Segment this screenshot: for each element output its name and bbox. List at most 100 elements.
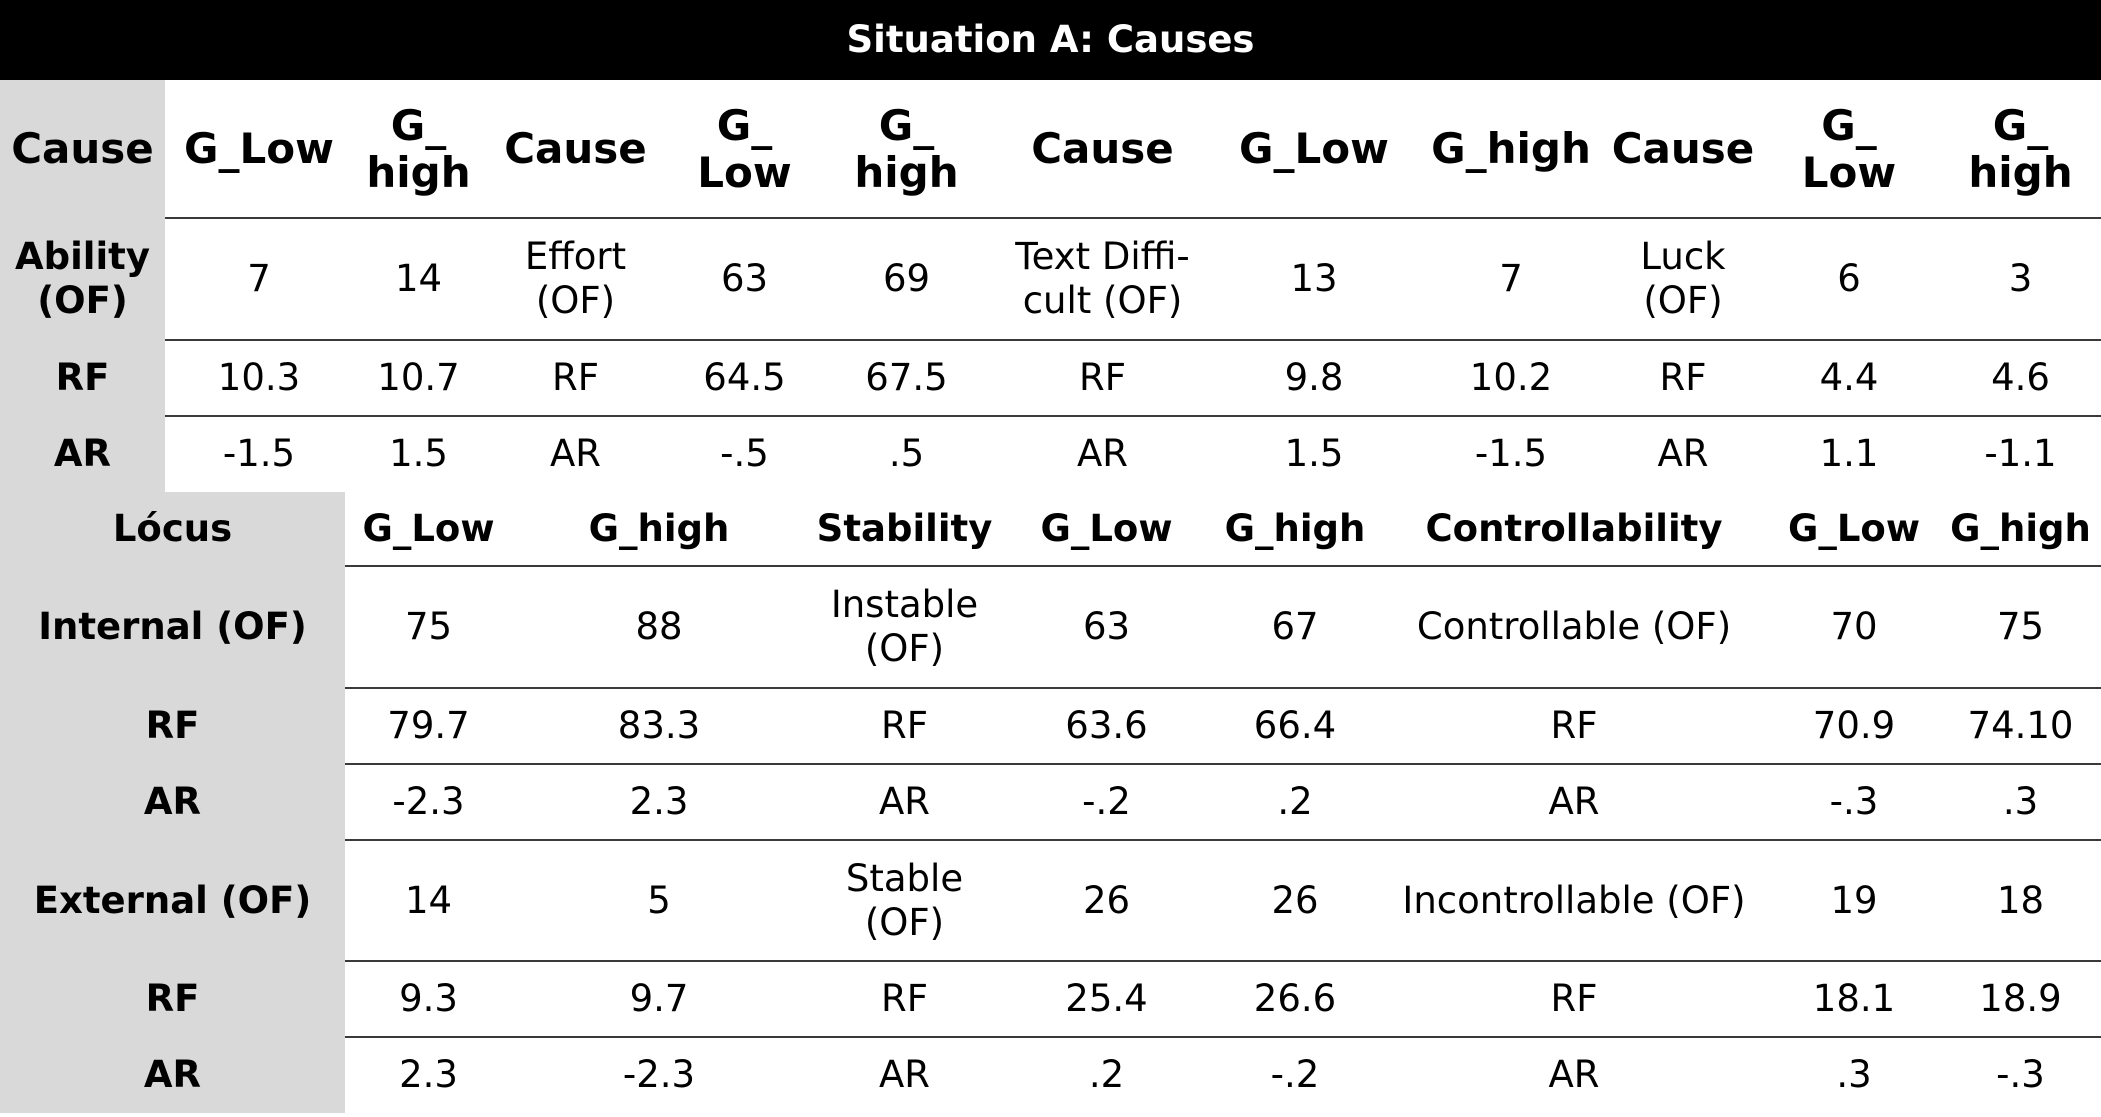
table-cell: 14 <box>404 878 453 922</box>
table-cell: 18.1 <box>1812 977 1896 1021</box>
table-cell: 70 <box>1830 605 1878 649</box>
table-cell: 4.6 <box>1991 356 2050 400</box>
table-cell: 26 <box>1271 878 1319 922</box>
row-divider <box>345 565 2101 567</box>
header-cell: G_high <box>1224 507 1366 551</box>
table-cell: Luck (OF) <box>1640 235 1726 322</box>
header-cell: G_Low <box>1787 507 1921 551</box>
table-cell: 26.6 <box>1253 977 1337 1021</box>
table-cell: 63.6 <box>1065 704 1148 748</box>
table-cell: 14 <box>394 257 443 301</box>
table-cell: 25.4 <box>1065 977 1148 1021</box>
table-cell: -1.5 <box>222 432 296 476</box>
table-cell: -1.5 <box>1474 432 1548 476</box>
table-cell: AR <box>1548 1053 1600 1097</box>
table-cell: Effort (OF) <box>524 235 627 322</box>
row-label: AR <box>0 764 345 840</box>
table-title: Situation A: Causes <box>846 18 1255 61</box>
header-cell: G_Low <box>1239 124 1389 174</box>
table-cell: -.5 <box>720 432 769 476</box>
row-divider <box>345 1036 2101 1038</box>
table-cell: 69 <box>882 257 931 301</box>
table-cell: 1.5 <box>389 432 448 476</box>
table-cell: Instable (OF) <box>830 583 979 670</box>
header-cell: G_high <box>1950 507 2091 551</box>
table-cell: 66.4 <box>1253 704 1337 748</box>
row-divider <box>165 217 2101 219</box>
table-title-banner: Situation A: Causes <box>0 0 2101 80</box>
table-cell: RF <box>1550 704 1598 748</box>
table-cell: 26 <box>1082 878 1131 922</box>
row-divider <box>165 339 2101 341</box>
table-cell: .2 <box>1088 1053 1125 1097</box>
header-cell: Cause <box>1611 124 1755 174</box>
table-cell: RF <box>552 356 599 400</box>
row-label: RF <box>0 340 165 416</box>
table-cell: 7 <box>247 257 271 301</box>
table-cell: 13 <box>1290 257 1338 301</box>
table-cell: 9.3 <box>399 977 458 1021</box>
table-cell: RF <box>881 704 928 748</box>
table-cell: .3 <box>2002 780 2039 824</box>
table-cell: RF <box>1550 977 1598 1021</box>
row-label: AR <box>0 1037 345 1113</box>
table-cell: 10.7 <box>377 356 460 400</box>
header-cell: G_high <box>854 100 959 197</box>
table-cell: 67 <box>1271 605 1319 649</box>
table-cell: 63 <box>1082 605 1131 649</box>
table-cell: 6 <box>1837 257 1861 301</box>
table-cell: 64.5 <box>703 356 786 400</box>
header-cell: G_high <box>1968 100 2073 197</box>
table-cell: AR <box>549 432 602 476</box>
table-cell: 4.4 <box>1819 356 1879 400</box>
table-cell: AR <box>878 780 931 824</box>
table-cell: 1.5 <box>1284 432 1344 476</box>
table-cell: 9.8 <box>1284 356 1344 400</box>
row-label: RF <box>0 961 345 1037</box>
table-cell: 9.7 <box>629 977 689 1021</box>
row-label: Ability (OF) <box>0 218 165 340</box>
table-cell: 83.3 <box>617 704 701 748</box>
table-cell: .5 <box>888 432 925 476</box>
table-cell: RF <box>1659 356 1707 400</box>
row-divider <box>345 960 2101 962</box>
table-cell: -.3 <box>1996 1053 2045 1097</box>
table-cell: -.2 <box>1082 780 1131 824</box>
header-cell: G_Low <box>697 100 792 197</box>
table-cell: RF <box>881 977 928 1021</box>
table-cell: Text Diffi-cult (OF) <box>1015 235 1190 322</box>
table-cell: -2.3 <box>622 1053 696 1097</box>
row-divider <box>345 687 2101 689</box>
header-cell: Cause <box>504 124 647 174</box>
row-divider <box>345 839 2101 841</box>
table-cell: 2.3 <box>399 1053 458 1097</box>
table-cell: 5 <box>647 878 671 922</box>
table-cell: .3 <box>1836 1053 1872 1097</box>
table-cell: 63 <box>720 257 769 301</box>
row-label: AR <box>0 416 165 492</box>
table-cell: 18.9 <box>1979 977 2062 1021</box>
table-cell: 10.3 <box>217 356 301 400</box>
table-cell: .2 <box>1277 780 1313 824</box>
table-cell: RF <box>1079 356 1126 400</box>
table-cell: Controllable (OF) <box>1416 605 1732 649</box>
table-cell: 3 <box>2008 257 2033 301</box>
table-cell: 18 <box>1996 878 2045 922</box>
table-cell: 7 <box>1499 257 1523 301</box>
table-cell: Incontrollable (OF) <box>1402 878 1746 922</box>
table-cell: -2.3 <box>392 780 465 824</box>
header-cell: G_Low <box>1040 507 1173 551</box>
table-cell: 67.5 <box>865 356 948 400</box>
header-cell: G_high <box>366 100 471 197</box>
header-cell: G_high <box>588 507 730 551</box>
table-cell: 88 <box>635 605 683 649</box>
row-label: External (OF) <box>0 840 345 961</box>
header-cell: G_Low <box>1801 100 1897 197</box>
header-cell: Stability <box>816 507 993 551</box>
row-label: RF <box>0 688 345 764</box>
table-cell: 10.2 <box>1469 356 1553 400</box>
header-cell: Lócus <box>0 492 345 566</box>
table-cell: 70.9 <box>1812 704 1896 748</box>
row-divider <box>165 415 2101 417</box>
table-cell: 19 <box>1830 878 1878 922</box>
